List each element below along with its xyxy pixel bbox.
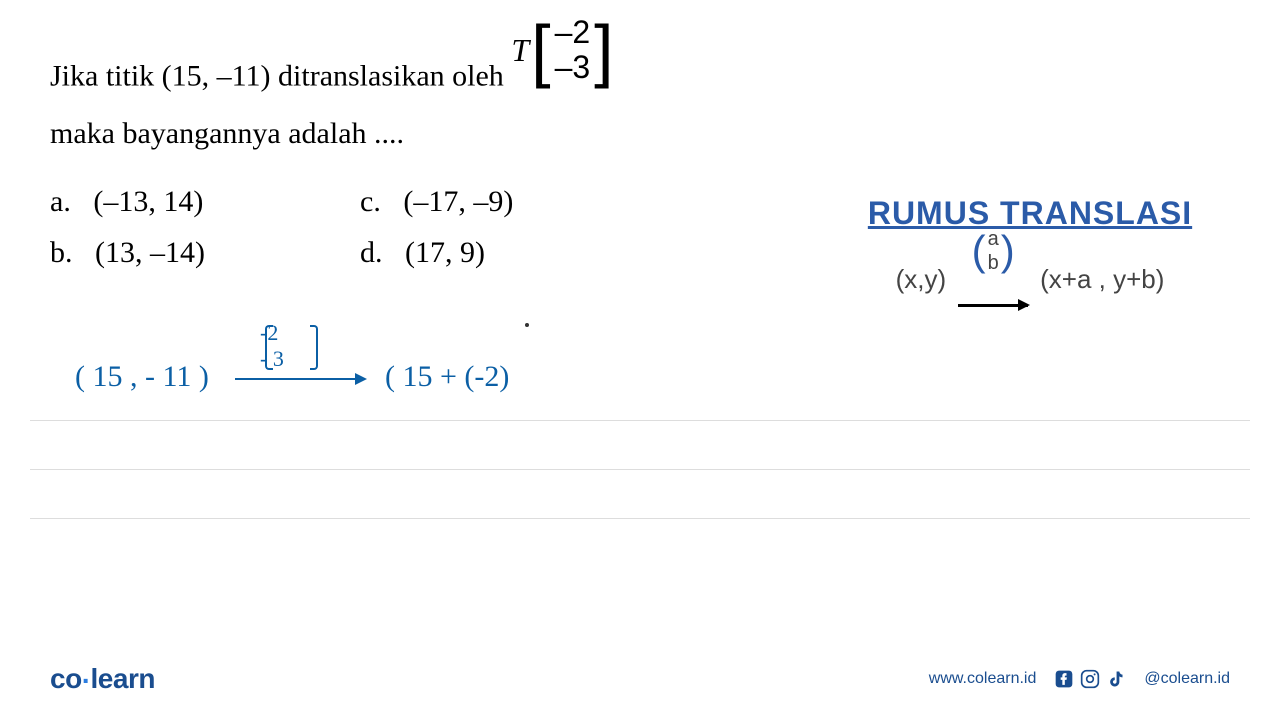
option-row-2: b. (13, –14) d. (17, 9) <box>50 227 614 278</box>
option-a: a. (–13, 14) <box>50 176 360 227</box>
ruled-lines <box>30 420 1250 567</box>
bracket-left: [ <box>531 22 550 78</box>
option-b: b. (13, –14) <box>50 227 360 278</box>
hw-bracket-right <box>310 325 318 370</box>
footer-url: www.colearn.id <box>929 670 1037 688</box>
hw-matrix-top: -2 <box>260 320 284 346</box>
question-wrapper: Jika titik (15, –11) ditranslasikan oleh… <box>50 40 614 278</box>
matrix-top: –2 <box>555 15 591 50</box>
hw-matrix: -2 - 3 <box>250 320 274 372</box>
hw-matrix-bottom: - 3 <box>260 346 284 372</box>
tiktok-icon <box>1106 669 1126 689</box>
formula-title: RUMUS TRANSLASI <box>815 195 1245 232</box>
small-bracket-left: ( <box>972 232 986 270</box>
hline-3 <box>30 518 1250 519</box>
option-a-value: (–13, 14) <box>93 185 203 218</box>
cursor-dot <box>525 323 529 327</box>
hw-result: ( 15 + (-2) <box>385 360 509 394</box>
question-text-part1: Jika titik (15, –11) ditranslasikan oleh <box>50 60 511 93</box>
option-c-value: (–17, –9) <box>403 185 513 218</box>
formula-box: RUMUS TRANSLASI (x,y) ( a b ) (x+a , y+b… <box>815 195 1245 307</box>
handwriting-area: ( 15 , - 11 ) -2 - 3 ( 15 + (-2) <box>75 330 675 420</box>
footer-handle: @colearn.id <box>1144 670 1230 688</box>
option-d: d. (17, 9) <box>360 227 485 278</box>
option-c-label: c. <box>360 185 381 218</box>
option-row-1: a. (–13, 14) c. (–17, –9) <box>50 176 614 227</box>
instagram-icon <box>1080 669 1100 689</box>
option-b-value: (13, –14) <box>95 236 205 269</box>
option-b-label: b. <box>50 236 73 269</box>
matrix-bottom: –3 <box>555 50 591 85</box>
small-bracket-right: ) <box>1001 232 1015 270</box>
hline-2 <box>30 469 1250 470</box>
social-icons <box>1054 669 1126 689</box>
logo-learn: learn <box>91 663 155 694</box>
question-line1: Jika titik (15, –11) ditranslasikan oleh… <box>50 40 614 110</box>
formula-xy: (x,y) <box>896 264 947 295</box>
bracket-right: ] <box>594 22 613 78</box>
hw-arrow-icon <box>235 378 365 380</box>
option-a-label: a. <box>50 185 71 218</box>
footer: co·learn www.colearn.id @colearn.id <box>0 663 1280 695</box>
arrow-icon <box>958 304 1028 307</box>
question-line2: maka bayangannya adalah .... <box>50 110 614 158</box>
hline-1 <box>30 420 1250 421</box>
formula-small-matrix: ( a b ) <box>972 227 1015 275</box>
formula-result: (x+a , y+b) <box>1040 264 1164 295</box>
facebook-icon <box>1054 669 1074 689</box>
logo: co·learn <box>50 663 155 695</box>
logo-co: co <box>50 663 82 694</box>
translation-matrix: T [ –2 –3 ] <box>511 15 613 85</box>
logo-dot: · <box>82 665 91 696</box>
matrix-t-label: T <box>511 25 529 76</box>
options-block: a. (–13, 14) c. (–17, –9) b. (13, –14) d… <box>50 176 614 278</box>
option-d-value: (17, 9) <box>405 236 485 269</box>
option-d-label: d. <box>360 236 383 269</box>
matrix-values: –2 –3 <box>551 15 595 85</box>
arrow-wrapper: ( a b ) <box>958 252 1028 307</box>
option-c: c. (–17, –9) <box>360 176 513 227</box>
footer-right: www.colearn.id @colearn.id <box>929 669 1230 689</box>
small-matrix-values: a b <box>986 227 1001 275</box>
matrix-b: b <box>988 251 999 275</box>
hw-left-point: ( 15 , - 11 ) <box>75 360 209 394</box>
formula-content: (x,y) ( a b ) (x+a , y+b) <box>815 252 1245 307</box>
matrix-a: a <box>988 227 999 251</box>
